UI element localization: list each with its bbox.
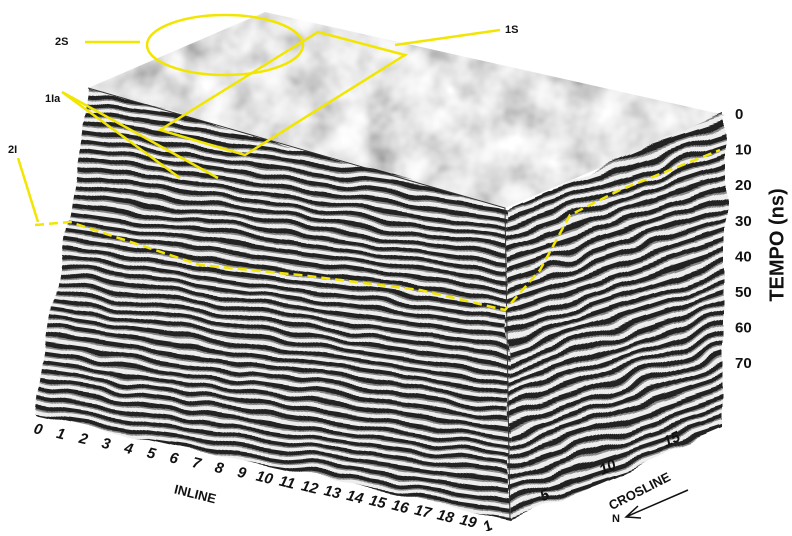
north-label: N [612,513,620,525]
inline-tick-label: 14 [345,487,366,508]
inline-title: INLINE [173,482,218,507]
annotation-label: 2S [55,36,68,48]
tempo-tick-label: 30 [735,213,752,230]
tempo-tick-label: 10 [735,142,752,159]
crossline-tick-label: 1 [480,517,495,531]
inline-tick-label: 9 [236,464,249,483]
inline-tick-label: 6 [168,449,181,468]
annotation-label: 1Ia [45,93,61,105]
inline-tick-label: 1 [55,425,67,444]
inline-tick-label: 13 [322,482,343,503]
inline-tick-label: 16 [390,497,411,518]
inline-tick-label: 7 [190,454,203,473]
annotation-label: 1S [505,24,518,36]
tempo-tick-label: 60 [735,320,752,337]
crossline-title: CROSLINE [606,469,673,513]
inline-tick-label: 17 [413,502,434,523]
gpr-cube-figure: 2S 1S 1Ia 2I TEMPO (ns) INLINE CROSLINE … [0,0,792,531]
inline-tick-label: 8 [213,459,226,478]
inline-tick-label: 18 [435,506,456,527]
inline-tick-label: 12 [300,477,321,498]
inline-tick-label: 3 [100,435,113,454]
inline-tick-label: 2 [76,430,90,449]
tempo-tick-label: 20 [735,177,752,194]
inline-tick-label: 0 [32,420,45,439]
tempo-title: TEMPO (ns) [766,188,788,301]
inline-tick-label: 10 [254,468,275,489]
inline-tick-label: 15 [367,492,388,513]
annotation-label: 2I [8,144,17,156]
tempo-tick-label: 40 [735,248,752,265]
inline-tick-label: 11 [277,473,296,493]
inline-tick-label: 4 [122,439,136,458]
inline-tick-label: 5 [145,444,158,463]
tempo-tick-label: 50 [735,284,752,301]
tempo-tick-label: 70 [735,355,752,372]
tempo-tick-label: 0 [735,106,743,123]
inline-tick-label: 19 [458,511,479,531]
